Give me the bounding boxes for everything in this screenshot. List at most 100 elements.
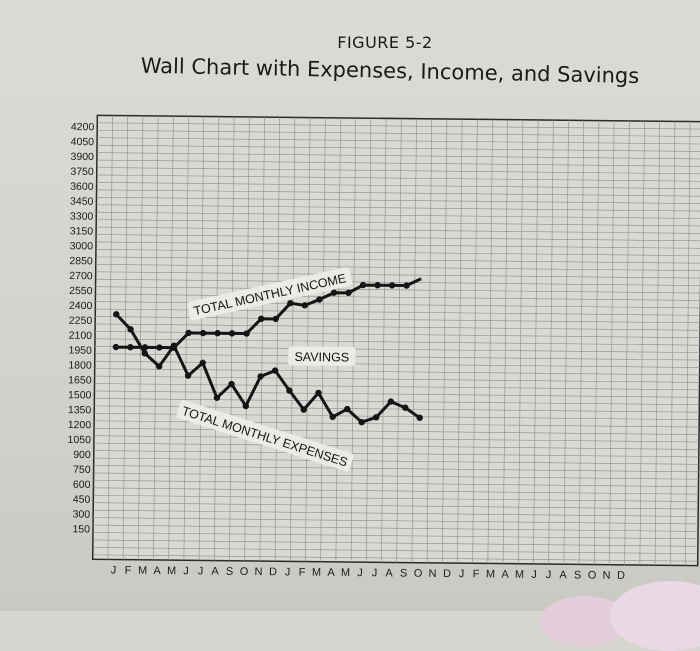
y-tick-label: 3750: [70, 166, 94, 178]
expenses-data-point: [242, 402, 250, 410]
grid-line-horizontal: [95, 271, 700, 279]
x-tick-label: D: [443, 568, 451, 580]
y-tick-label: 2100: [69, 330, 93, 342]
grid-line-horizontal: [96, 204, 700, 212]
y-tick-label: 2700: [69, 270, 93, 282]
income-series-line: [115, 277, 422, 350]
x-tick-label: J: [285, 566, 291, 578]
grid-line-horizontal: [94, 383, 700, 391]
grid-line-horizontal: [96, 189, 700, 197]
grid-line-horizontal: [93, 494, 699, 502]
expenses-data-point: [315, 389, 322, 397]
x-tick-label: J: [459, 568, 465, 580]
grid-line-vertical: [153, 115, 159, 560]
income-data-point: [112, 343, 120, 351]
grid-line-horizontal: [93, 457, 699, 465]
grid-line-horizontal: [93, 509, 699, 517]
grid-line-horizontal: [94, 398, 700, 406]
y-tick-label: 3150: [70, 225, 94, 237]
expenses-data-point: [113, 311, 120, 318]
grid-line-vertical: [517, 119, 524, 564]
grid-line-vertical: [563, 120, 569, 565]
grid-line-vertical: [502, 119, 509, 564]
income-data-point: [243, 330, 250, 337]
grid-line-vertical: [137, 115, 144, 560]
grid-line-vertical: [320, 117, 326, 562]
x-tick-label: N: [603, 570, 611, 582]
grid-line-horizontal: [96, 241, 700, 249]
grid-line-horizontal: [96, 174, 700, 182]
expenses-data-point: [344, 405, 351, 413]
grid-line-vertical: [183, 116, 189, 561]
grid-line-vertical: [441, 118, 448, 563]
grid-line-horizontal: [97, 144, 700, 152]
x-tick-label: F: [299, 566, 306, 578]
grid-line-vertical: [350, 118, 357, 563]
income-data-point: [127, 344, 134, 351]
figure-label: FIGURE 5-2: [337, 33, 433, 52]
annotation-background: [176, 400, 354, 472]
grid-line-vertical: [396, 118, 402, 563]
x-tick-label: M: [312, 567, 321, 579]
x-tick-label: A: [501, 569, 509, 581]
expenses-data-point: [184, 372, 192, 379]
grid-line-horizontal: [93, 442, 699, 450]
x-tick-label: J: [531, 569, 537, 581]
y-tick-label: 3000: [70, 240, 94, 252]
grid-line-vertical: [609, 120, 615, 565]
y-tick-label: 4200: [71, 121, 95, 133]
grid-line-horizontal: [93, 480, 699, 488]
expenses-data-point: [199, 359, 206, 367]
grid-line-vertical: [654, 121, 661, 566]
grid-line-horizontal: [94, 427, 700, 435]
grid-line-horizontal: [96, 167, 700, 175]
annotation-label: SAVINGS: [294, 350, 349, 365]
income-data-point: [228, 330, 236, 337]
grid-line-vertical: [259, 117, 265, 562]
grid-line-horizontal: [93, 450, 699, 458]
y-tick-label: 150: [72, 523, 90, 535]
grid-line-horizontal: [93, 487, 699, 495]
grid-line-vertical: [289, 117, 296, 562]
x-tick-label: J: [198, 565, 204, 577]
x-tick-label: M: [167, 565, 176, 577]
x-tick-label: O: [588, 570, 597, 582]
grid-line-horizontal: [92, 539, 698, 547]
x-tick-label: A: [385, 567, 393, 579]
wall-chart: 4200 4050 3900 3750 3600 3450 3300 3150 3000 2850…: [68, 114, 700, 582]
grid-line-horizontal: [96, 159, 700, 167]
y-tick-label: 1050: [68, 434, 92, 446]
x-tick-label: J: [546, 569, 552, 581]
x-tick-label: N: [429, 568, 437, 580]
y-tick-label: 3900: [70, 151, 94, 163]
grid-line-vertical: [639, 121, 645, 566]
expenses-data-point: [141, 350, 149, 357]
grid-line-vertical: [669, 121, 676, 566]
expenses-data-point: [358, 418, 365, 426]
x-tick-label: A: [327, 567, 335, 579]
grid-line-horizontal: [93, 465, 699, 473]
grid-line-vertical: [274, 117, 281, 562]
income-data-point: [316, 296, 323, 303]
x-tick-label: M: [515, 569, 524, 581]
grid-line-horizontal: [96, 196, 700, 204]
expenses-data-point: [402, 404, 409, 411]
grid-line-vertical: [426, 118, 433, 563]
plot-area: [91, 114, 700, 567]
y-tick-label: 3450: [70, 196, 94, 208]
income-data-point: [185, 329, 192, 337]
x-tick-label: J: [372, 567, 378, 579]
x-tick-label: J: [183, 565, 189, 577]
grid-line-vertical: [457, 119, 463, 564]
grid-line-horizontal: [95, 286, 700, 294]
income-data-point: [388, 282, 396, 289]
expenses-data-point: [416, 414, 423, 422]
expenses-data-point: [156, 363, 163, 370]
x-tick-label: O: [240, 566, 249, 578]
grid-line-horizontal: [95, 256, 700, 264]
y-tick-label: 4050: [71, 136, 95, 148]
grid-line-vertical: [213, 116, 220, 561]
y-tick-label: 1350: [68, 404, 92, 416]
x-tick-label: F: [473, 568, 480, 580]
expenses-data-point: [286, 387, 293, 394]
